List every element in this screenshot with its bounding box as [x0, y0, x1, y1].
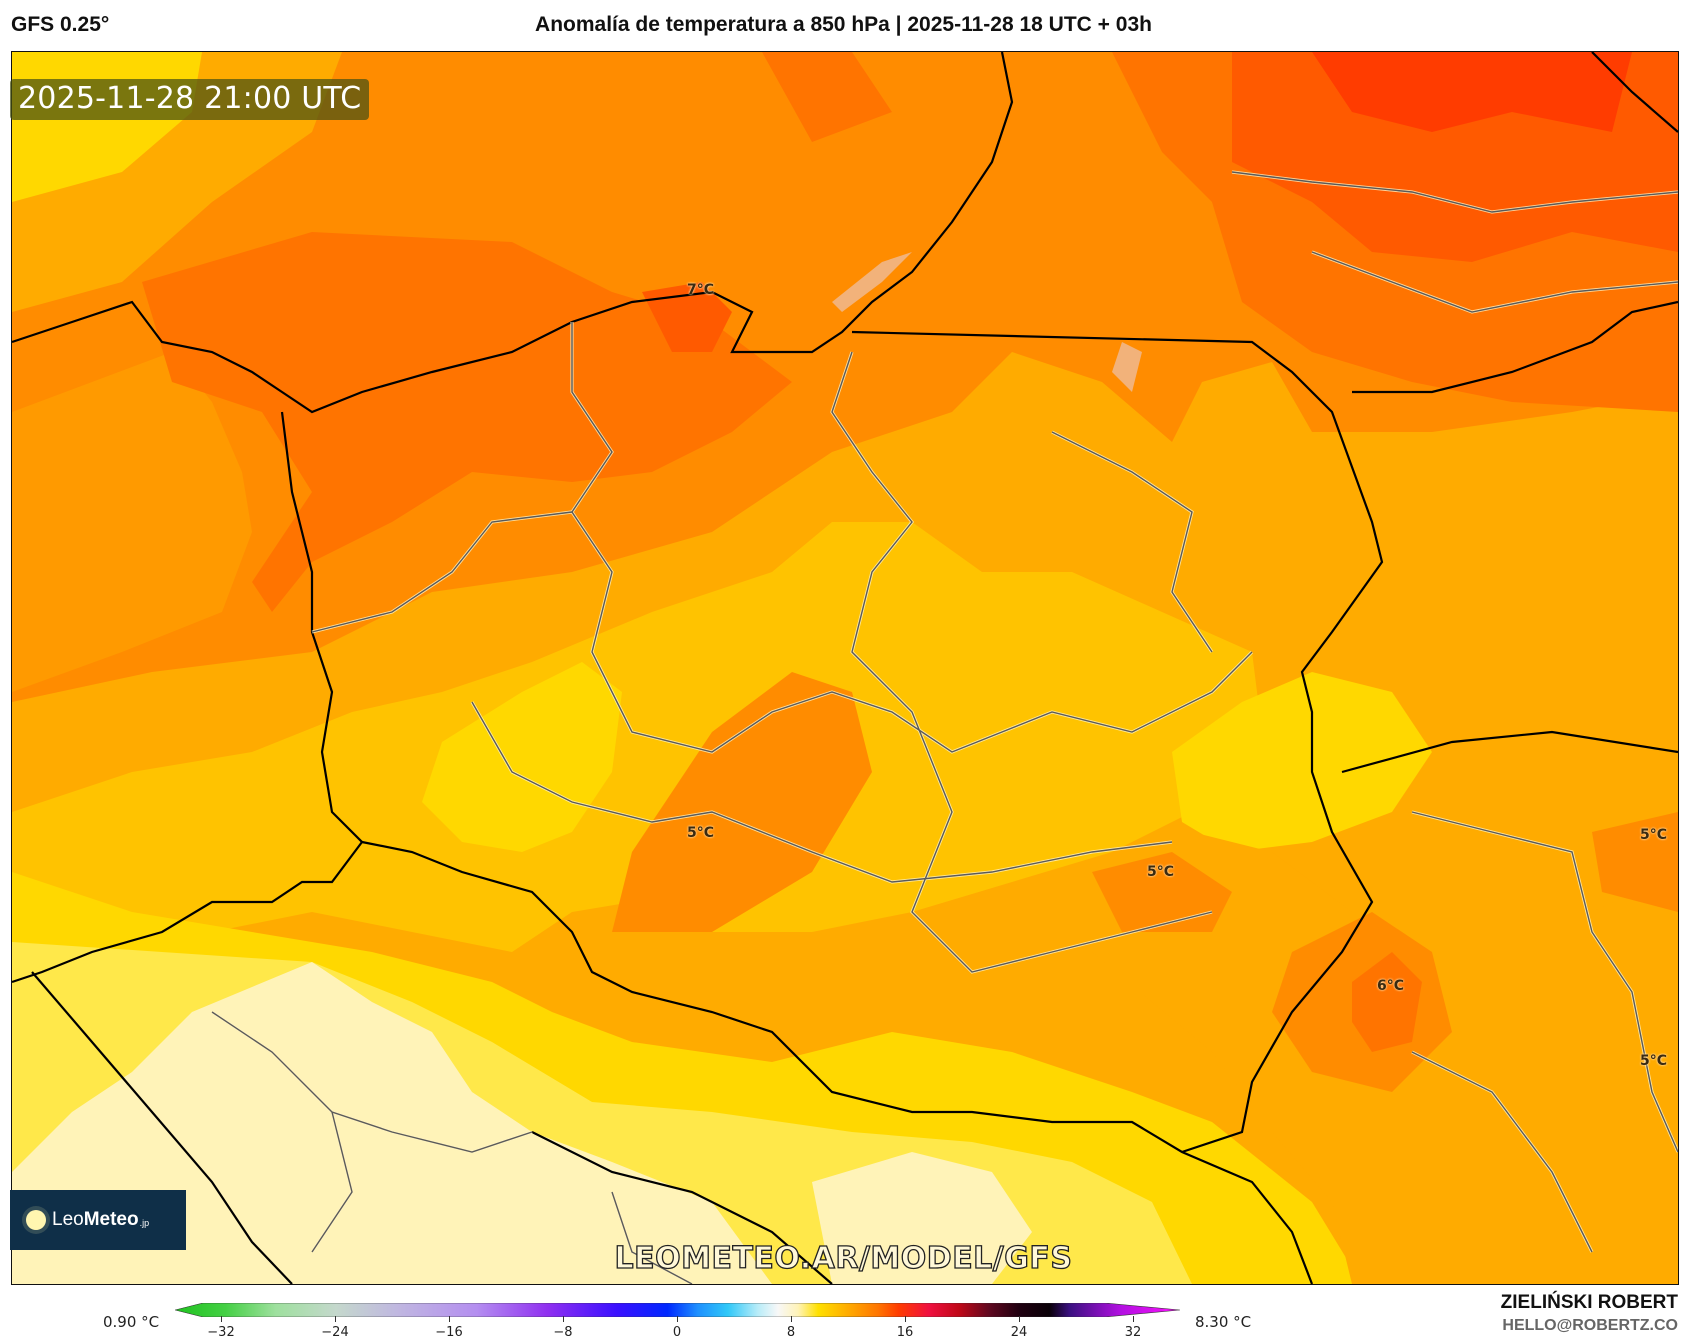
map-title: Anomalía de temperatura a 850 hPa | 2025…: [535, 13, 1152, 36]
tick-label: 32: [1124, 1325, 1142, 1340]
contour-label: 7°C: [687, 282, 715, 298]
colorbar-max-label: 8.30 °C: [1195, 1313, 1252, 1331]
sun-icon: [26, 1210, 46, 1230]
tick-label: 0: [672, 1325, 682, 1340]
tick-label: −32: [207, 1325, 235, 1340]
anomaly-field: [12, 52, 1678, 1284]
watermark-url: LEOMETEO.AR/MODEL/GFS: [614, 1240, 1073, 1276]
tick-label: −24: [321, 1325, 349, 1340]
temperature-anomaly-map: 7°C 5°C 5°C 6°C 5°C 5°C: [11, 51, 1679, 1285]
colorbar-ticks: −32 −24 −16 −8 0 8 16 24 32: [175, 1316, 1180, 1340]
valid-time-badge: 2025-11-28 21:00 UTC: [10, 79, 370, 120]
contour-label: 6°C: [1377, 978, 1405, 994]
contour-label: 5°C: [1147, 864, 1175, 880]
colorbar-min-label: 0.90 °C: [103, 1313, 160, 1331]
tick-label: 8: [786, 1325, 796, 1340]
tick-label: −8: [553, 1325, 573, 1340]
tick-label: 16: [896, 1325, 914, 1340]
model-label: GFS 0.25°: [11, 13, 110, 36]
tick-label: 24: [1010, 1325, 1028, 1340]
tick-label: −16: [435, 1325, 463, 1340]
contour-label: 5°C: [1640, 1053, 1668, 1069]
author-email: HELLO@ROBERTZ.CO: [1502, 1317, 1678, 1334]
contour-label: 5°C: [1640, 827, 1668, 843]
logo-text: LeoMeteo: [52, 1209, 139, 1230]
author-credit: ZIELIŃSKI ROBERT: [1500, 1292, 1678, 1313]
leometeo-logo: LeoMeteo .jp: [10, 1190, 186, 1250]
logo-suffix: .jp: [139, 1218, 150, 1228]
contour-label: 5°C: [687, 825, 715, 841]
colorbar: [175, 1303, 1180, 1317]
